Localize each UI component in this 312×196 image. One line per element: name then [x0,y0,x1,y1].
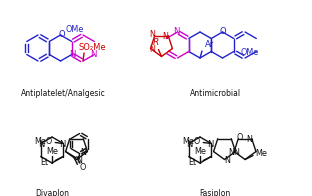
Text: Me: Me [255,149,267,158]
Text: N: N [173,26,180,35]
Text: SO₂Me: SO₂Me [78,43,106,52]
Text: Antimicrobial: Antimicrobial [189,89,241,97]
Text: N: N [59,140,66,149]
Text: MeO: MeO [34,137,52,146]
Text: R: R [152,38,158,47]
Text: N: N [149,30,155,39]
Text: N: N [76,156,82,165]
Text: N: N [233,148,239,157]
Text: N: N [225,156,231,165]
Text: N: N [162,32,168,41]
Text: N: N [70,50,76,59]
Text: MeO: MeO [182,137,200,146]
Text: O: O [79,163,86,172]
Text: N: N [228,148,234,157]
Text: O: O [58,30,65,38]
Text: N: N [90,50,96,59]
Text: O: O [219,26,226,35]
Text: OMe: OMe [241,48,259,57]
Text: O: O [236,133,242,142]
Text: N: N [207,140,213,149]
Text: Divaplon: Divaplon [35,189,69,196]
Text: Fasiplon: Fasiplon [199,189,231,196]
Text: OMe: OMe [66,24,84,34]
Text: N: N [187,140,193,149]
Text: Et: Et [40,158,48,167]
Text: Ar: Ar [205,40,215,48]
Text: N: N [246,135,252,144]
Text: Antiplatelet/Analgesic: Antiplatelet/Analgesic [21,89,105,97]
Text: Et: Et [188,158,196,167]
Text: Me: Me [194,146,206,155]
Text: N: N [39,140,45,149]
Text: N: N [150,45,155,54]
Text: Me: Me [46,146,58,155]
Text: N: N [80,148,86,157]
